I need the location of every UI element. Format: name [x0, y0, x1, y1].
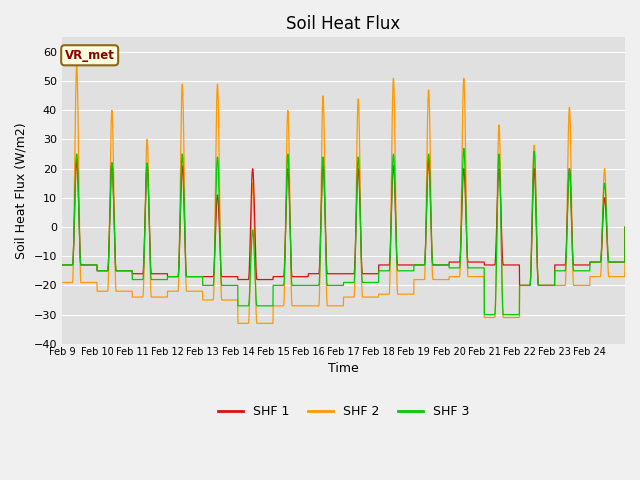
SHF 3 — [621, 224, 629, 230]
Line: SHF 2: SHF 2 — [62, 67, 625, 324]
Y-axis label: Soil Heat Flux (W/m2): Soil Heat Flux (W/m2) — [15, 122, 28, 259]
SHF 2 — [234, 321, 242, 326]
SHF 1 — [173, 274, 181, 279]
SHF 1 — [615, 259, 623, 265]
SHF 2 — [173, 288, 181, 294]
SHF 2 — [58, 279, 66, 285]
SHF 1 — [621, 224, 629, 230]
SHF 2 — [621, 224, 629, 230]
SHF 3 — [173, 274, 181, 279]
SHF 2 — [615, 274, 623, 279]
SHF 1 — [536, 283, 543, 288]
SHF 3 — [416, 262, 424, 268]
Legend: SHF 1, SHF 2, SHF 3: SHF 1, SHF 2, SHF 3 — [212, 400, 474, 423]
SHF 1 — [465, 259, 473, 265]
Line: SHF 1: SHF 1 — [62, 160, 625, 286]
SHF 2 — [502, 314, 509, 320]
SHF 1 — [58, 262, 66, 268]
SHF 1 — [73, 157, 81, 163]
SHF 2 — [416, 276, 424, 282]
SHF 2 — [73, 64, 81, 70]
SHF 2 — [536, 283, 543, 288]
X-axis label: Time: Time — [328, 362, 359, 375]
Text: VR_met: VR_met — [65, 49, 115, 62]
SHF 3 — [615, 259, 623, 265]
Title: Soil Heat Flux: Soil Heat Flux — [286, 15, 401, 33]
SHF 1 — [516, 283, 524, 288]
Line: SHF 3: SHF 3 — [62, 148, 625, 314]
SHF 3 — [502, 312, 509, 317]
SHF 2 — [466, 274, 474, 279]
SHF 1 — [416, 262, 424, 268]
SHF 3 — [58, 262, 66, 268]
SHF 3 — [536, 283, 543, 288]
SHF 3 — [460, 145, 468, 151]
SHF 3 — [465, 265, 473, 271]
SHF 3 — [481, 312, 488, 317]
SHF 1 — [502, 262, 509, 268]
